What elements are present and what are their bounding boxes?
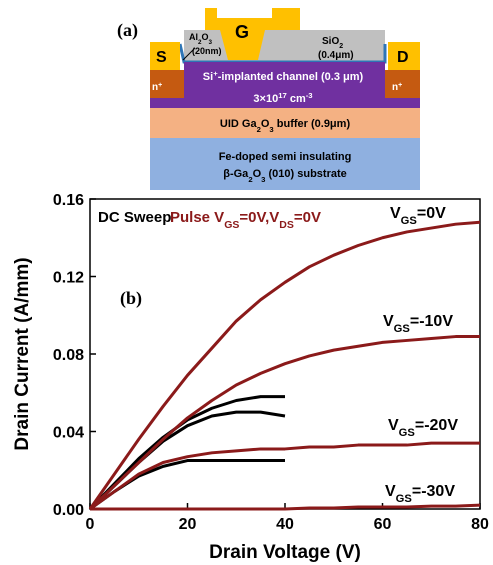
subscript: GS [401,215,418,227]
superscript: + [398,82,402,89]
curve [90,222,480,509]
text-run: 3×10 [253,93,278,105]
x-axis-title: Drain Voltage (V) [209,542,361,563]
x-tick-label: 40 [276,516,294,533]
text-run: V [385,483,396,500]
text-run: G [235,22,249,42]
text-run: Si [203,71,213,83]
subscript: 3 [209,39,213,46]
subscript: DS [279,219,294,231]
y-tick-label: 0.16 [53,192,84,209]
curve-label: VGS=0V [390,205,446,227]
text-run: β-Ga [223,168,249,180]
text-run: (20nm) [192,46,222,56]
diagram-label: (20nm) [192,46,222,56]
legend-entry: DC Sweep [98,209,171,226]
diagram-label: Fe-doped semi insulating [219,151,352,163]
text-run: =0V,V [239,209,279,226]
text-run: (010) substrate [265,168,346,180]
y-tick-label: 0.08 [53,347,84,364]
substrate-layer [150,138,420,190]
superscript: 17 [278,91,287,100]
superscript: -3 [306,91,313,100]
text-run: SiO [322,36,339,47]
panel-label: (a) [117,20,138,41]
text-run: V [388,417,399,434]
x-tick-label: 20 [179,516,197,533]
diagram-label: D [397,49,409,66]
diagram-label: G [235,22,249,42]
x-tick-label: 80 [471,516,489,533]
subscript: GS [224,219,239,231]
text-run: UID Ga [220,118,258,130]
text-run: =-10V [410,313,453,330]
figure: (a) GSDAl2O3(20nm)SiO2(0.4μm)n+n+Si+-imp… [0,0,493,565]
text-run: Al [189,32,198,42]
text-run: V [383,313,394,330]
text-run: =0V [294,209,321,226]
legend-entry: Pulse VGS=0V,VDS=0V [170,209,321,231]
page: (a) GSDAl2O3(20nm)SiO2(0.4μm)n+n+Si+-imp… [0,0,493,565]
subscript: GS [394,323,411,335]
text-run: =-30V [412,483,455,500]
text-run: D [397,49,409,66]
y-tick-label: 0.00 [53,502,84,519]
text-run: =-20V [415,417,458,434]
text-run: S [156,49,167,66]
subscript: GS [399,427,416,439]
text-run: cm [287,93,306,105]
diagram-label: (0.4μm) [318,50,354,61]
text-run: -implanted channel (0.3 μm) [218,71,364,83]
n-plus-region [385,70,420,98]
chart: (b) Drain Voltage (V) Drain Current (A/m… [12,192,489,563]
superscript: + [158,82,162,89]
text-run: =0V [417,205,446,222]
diagram-label: S [156,49,167,66]
y-axis-title: Drain Current (A/mm) [12,257,33,450]
y-tick-label: 0.12 [53,270,84,287]
diagram-label: Si+-implanted channel (0.3 μm) [203,69,364,84]
x-tick-label: 0 [86,516,95,533]
curve-label: VGS=-30V [385,483,455,505]
text-run: Pulse V [170,209,224,226]
panel-label: (b) [120,288,142,309]
plot-frame [90,199,480,509]
subscript: 2 [339,43,343,50]
text-run: buffer (0.9μm) [274,118,351,130]
text-run: (0.4μm) [318,50,354,61]
curve-label: VGS=-20V [388,417,458,439]
subscript: GS [396,493,413,505]
text-run: V [390,205,401,222]
y-tick-label: 0.04 [53,425,84,442]
text-run: DC Sweep [98,209,171,226]
x-tick-label: 60 [374,516,392,533]
curve-label: VGS=-10V [383,313,453,335]
text-run: O [202,32,209,42]
text-run: Fe-doped semi insulating [219,151,352,163]
